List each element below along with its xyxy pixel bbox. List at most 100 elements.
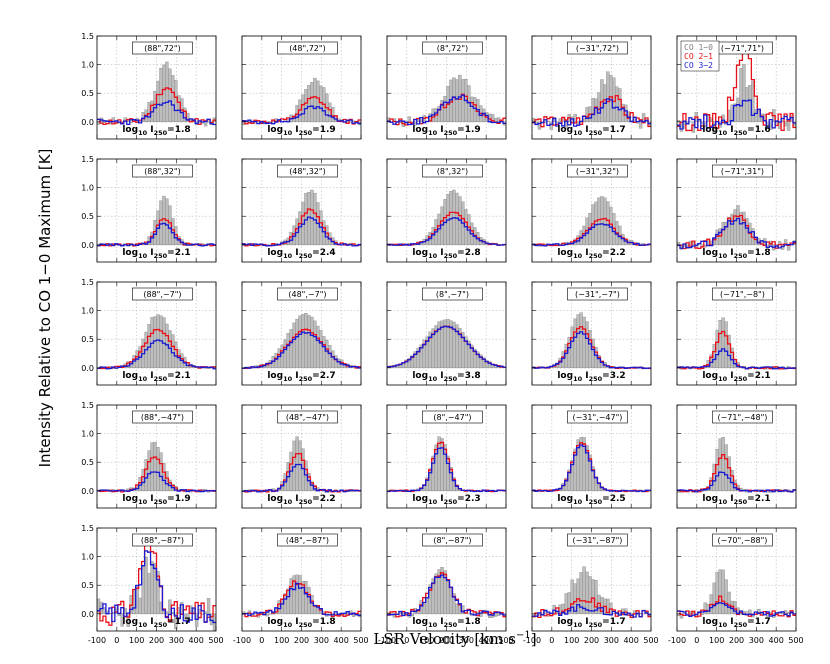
intensity-label-part: 10 <box>138 129 148 137</box>
intensity-label-part: =2.3 <box>457 494 480 504</box>
position-label: (−71",−8") <box>720 290 765 299</box>
intensity-label-part: I <box>292 125 298 135</box>
position-box <box>132 287 193 301</box>
intensity-label-part: log <box>267 248 283 258</box>
position-label: (88",−47") <box>141 413 184 422</box>
position-box <box>712 410 773 424</box>
legend-entry-3: CO 3−2 <box>684 61 713 70</box>
x-tick-label: 300 <box>314 636 329 645</box>
y-tick-label: 1.0 <box>81 61 94 70</box>
x-tick-label: 300 <box>749 636 764 645</box>
spectra-traces <box>242 436 361 493</box>
co32-line <box>532 604 651 618</box>
intensity-label-part: log <box>412 494 428 504</box>
spectra-traces <box>532 437 651 493</box>
intensity-label: log10 I250=2.4 <box>267 248 335 260</box>
co10-bar <box>171 75 175 123</box>
co10-bar <box>452 593 456 615</box>
intensity-label-part: log <box>122 494 138 504</box>
spectra-traces <box>97 61 216 127</box>
spectra-traces <box>677 205 796 251</box>
spectra-traces <box>387 319 506 369</box>
intensity-label-part: 250 <box>589 621 603 629</box>
intensity-label: log10 I250=1.8 <box>702 248 770 260</box>
position-box <box>132 41 193 55</box>
spectrum-panel-12: (48",−7") log10 I250=2.7 <box>241 281 362 386</box>
position-label: (8",72") <box>437 44 468 53</box>
intensity-label: log10 I250=2.1 <box>122 248 190 260</box>
spectra-traces <box>677 45 796 133</box>
intensity-label-part: I <box>437 248 443 258</box>
intensity-label-part: 250 <box>589 498 603 506</box>
x-tick-label: 200 <box>584 636 599 645</box>
intensity-label-part: 250 <box>299 129 313 137</box>
intensity-label-part: =2.4 <box>312 248 335 258</box>
intensity-label-part: 10 <box>428 375 438 383</box>
co32-line <box>97 339 216 370</box>
co32-line <box>387 94 506 126</box>
spectrum-panel-6: 0.0 0.5 1.0 1.5 (88",32") log10 I250=2.1 <box>81 155 217 263</box>
position-box <box>277 410 338 424</box>
co10-bar <box>304 313 308 369</box>
intensity-label: log10 I250=2.2 <box>267 494 335 506</box>
x-tick-label: 300 <box>169 636 184 645</box>
intensity-label-part: I <box>582 617 588 627</box>
y-tick-label: 0.0 <box>81 364 94 373</box>
position-label: (8",−7") <box>436 290 469 299</box>
co10-bar <box>310 316 314 369</box>
spectrum-panel-8: (8",32") log10 I250=2.8 <box>386 158 507 263</box>
co10-bar <box>313 320 317 369</box>
y-tick-label: 0.5 <box>81 335 94 344</box>
co32-line <box>387 217 506 246</box>
intensity-label-part: =1.6 <box>747 125 770 135</box>
co10-bar <box>307 315 311 369</box>
intensity-label: log10 I250=2.7 <box>267 371 335 383</box>
co10-bar <box>582 316 586 369</box>
position-label: (−70",−88") <box>717 536 767 545</box>
intensity-label-part: I <box>147 617 153 627</box>
spectrum-panel-10: (−71",31") log10 I250=1.8 <box>676 158 797 263</box>
y-tick-label: 1.5 <box>81 155 94 164</box>
spectrum-panel-23: -100 0 100 200 300 400 500 (8",−87") log10 I250=… <box>378 527 514 645</box>
position-box <box>567 410 628 424</box>
x-tick-label: 100 <box>564 636 579 645</box>
intensity-label-part: 10 <box>573 375 583 383</box>
spectrum-panel-18: (8",−47") log10 I250=2.3 <box>386 404 507 509</box>
intensity-label: log10 I250=1.8 <box>122 125 190 137</box>
position-label: (−31",32") <box>576 167 619 176</box>
co10-bar <box>165 61 169 123</box>
intensity-label-part: log <box>267 371 283 381</box>
spectrum-panel-1: 0.0 0.5 1.0 1.5 (88",72") log10 I250=1.8 <box>81 32 217 140</box>
co10-bar <box>677 241 681 246</box>
co10-bar <box>319 330 323 369</box>
intensity-label-part: 10 <box>718 498 728 506</box>
co32-line <box>97 471 216 493</box>
co10-bar <box>156 571 160 615</box>
position-label: (88",72") <box>144 44 181 53</box>
spectrum-panel-11: 0.0 0.5 1.0 1.5 (88",−7") log10 I250=2.1 <box>81 278 217 386</box>
co10-bar <box>724 321 728 369</box>
intensity-label-part: 10 <box>283 252 293 260</box>
intensity-label-part: 250 <box>589 129 603 137</box>
position-label: (48",−47") <box>286 413 329 422</box>
intensity-label-part: 10 <box>283 498 293 506</box>
spectrum-panel-15: (−71",−8") log10 I250=2.1 <box>676 281 797 386</box>
position-box <box>277 41 338 55</box>
intensity-label-part: log <box>702 125 718 135</box>
spectra-traces <box>677 437 796 493</box>
intensity-label-part: I <box>147 248 153 258</box>
co32-line <box>242 331 361 369</box>
co10-bar <box>624 608 628 615</box>
position-box <box>422 164 483 178</box>
co10-bar <box>733 209 737 246</box>
spectrum-panel-17: (48",−47") log10 I250=2.2 <box>241 404 362 509</box>
intensity-label-part: I <box>147 125 153 135</box>
co10-bar <box>786 121 791 131</box>
intensity-label-part: log <box>412 125 428 135</box>
co32-line <box>387 574 506 617</box>
x-tick-label: -100 <box>378 636 396 645</box>
co32-line <box>677 99 796 130</box>
co10-bar <box>600 196 604 246</box>
intensity-label-part: I <box>147 371 153 381</box>
intensity-label-part: =2.2 <box>602 248 625 258</box>
